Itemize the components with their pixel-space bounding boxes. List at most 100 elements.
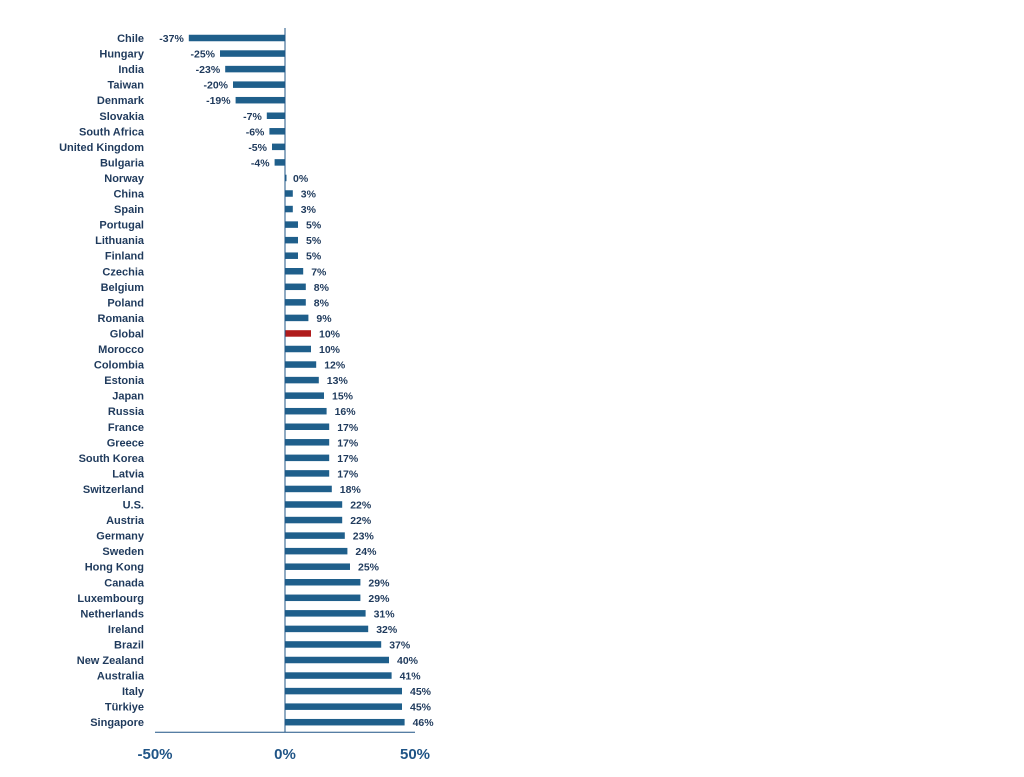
category-label-austria: Austria	[106, 515, 145, 527]
category-label-china: China	[113, 189, 144, 201]
x-tick-label: 0%	[274, 746, 296, 763]
value-label-poland: 8%	[314, 297, 330, 309]
value-label-estonia: 13%	[327, 375, 349, 387]
bar-u-s	[285, 501, 343, 508]
bar-china	[285, 190, 293, 197]
bar-hong-kong	[285, 563, 350, 570]
value-label-italy: 45%	[410, 686, 432, 698]
category-label-netherlands: Netherlands	[80, 608, 144, 620]
bar-hungary	[220, 50, 285, 57]
value-label-belgium: 8%	[314, 282, 330, 294]
value-label-australia: 41%	[400, 671, 422, 683]
value-label-canada: 29%	[368, 577, 390, 589]
bar-slovakia	[266, 112, 285, 119]
bar-latvia	[285, 470, 330, 477]
bar-spain	[285, 205, 293, 213]
value-label-russia: 16%	[335, 406, 357, 418]
category-label-greece: Greece	[107, 437, 144, 449]
value-label-czechia: 7%	[311, 266, 327, 278]
value-label-spain: 3%	[301, 204, 317, 216]
value-label-slovakia: -7%	[243, 111, 262, 123]
value-label-portugal: 5%	[306, 220, 322, 232]
category-label-romania: Romania	[98, 313, 145, 325]
category-label-portugal: Portugal	[99, 220, 144, 232]
bar-switzerland	[285, 485, 332, 493]
bar-portugal	[285, 221, 298, 228]
bar-france	[285, 423, 330, 430]
bar-south-africa	[269, 128, 285, 135]
category-label-south-korea: South Korea	[79, 453, 145, 465]
bar-austria	[285, 516, 343, 524]
bar-italy	[285, 687, 402, 695]
value-label-global: 10%	[319, 328, 341, 340]
bar-denmark	[235, 96, 285, 104]
category-label-japan: Japan	[112, 391, 144, 403]
category-label-australia: Australia	[97, 671, 145, 683]
value-label-chile: -37%	[159, 33, 184, 45]
category-label-india: India	[118, 64, 145, 76]
value-label-netherlands: 31%	[374, 608, 396, 620]
category-label-norway: Norway	[104, 173, 145, 185]
axes-group	[155, 28, 415, 733]
category-label-u-s: U.S.	[123, 500, 144, 512]
category-label-brazil: Brazil	[114, 639, 144, 651]
value-label-united-kingdom: -5%	[248, 142, 267, 154]
category-label-bulgaria: Bulgaria	[100, 157, 145, 169]
value-label-ireland: 32%	[376, 624, 398, 636]
category-label-france: France	[108, 422, 144, 434]
bar-japan	[285, 392, 324, 399]
value-label-china: 3%	[301, 189, 317, 201]
category-label-finland: Finland	[105, 251, 144, 263]
bar-brazil	[285, 641, 382, 648]
bar-greece	[285, 439, 330, 446]
bar-luxembourg	[285, 594, 361, 602]
category-label-lithuania: Lithuania	[95, 235, 145, 247]
value-label-hong-kong: 25%	[358, 562, 380, 574]
bar-south-korea	[285, 454, 330, 462]
value-label-taiwan: -20%	[203, 80, 228, 92]
bar-bulgaria	[274, 159, 285, 166]
bar-norway	[285, 174, 287, 182]
value-label-south-korea: 17%	[337, 453, 359, 465]
value-label-romania: 9%	[316, 313, 332, 325]
bar-germany	[285, 532, 345, 539]
category-label-taiwan: Taiwan	[108, 80, 145, 92]
value-label-u-s: 22%	[350, 500, 372, 512]
category-label-ireland: Ireland	[108, 624, 144, 636]
category-label-germany: Germany	[96, 531, 145, 543]
category-label-south-africa: South Africa	[79, 126, 145, 138]
value-label-morocco: 10%	[319, 344, 341, 356]
value-label-new-zealand: 40%	[397, 655, 419, 667]
bar-sweden	[285, 547, 348, 555]
x-tick-label: -50%	[137, 746, 172, 763]
bar-russia	[285, 407, 327, 415]
category-label-latvia: Latvia	[112, 468, 145, 480]
value-label-india: -23%	[196, 64, 221, 76]
bar-ireland	[285, 625, 369, 633]
value-label-japan: 15%	[332, 391, 354, 403]
value-label-lithuania: 5%	[306, 235, 322, 247]
bar-belgium	[285, 283, 306, 291]
category-label-belgium: Belgium	[101, 282, 145, 294]
category-label-hungary: Hungary	[99, 49, 145, 61]
category-label-colombia: Colombia	[94, 360, 145, 372]
value-label-greece: 17%	[337, 437, 359, 449]
bar-global	[285, 330, 311, 337]
bar-t-rkiye	[285, 703, 402, 710]
category-label-italy: Italy	[122, 686, 145, 698]
category-label-chile: Chile	[117, 33, 144, 45]
value-label-colombia: 12%	[324, 360, 346, 372]
category-label-united-kingdom: United Kingdom	[59, 142, 144, 154]
category-label-switzerland: Switzerland	[83, 484, 144, 496]
value-label-finland: 5%	[306, 251, 322, 263]
bar-lithuania	[285, 236, 298, 244]
value-label-switzerland: 18%	[340, 484, 362, 496]
value-label-sweden: 24%	[355, 546, 377, 558]
bars-group	[188, 34, 405, 726]
x-tick-label: 50%	[400, 746, 430, 763]
category-label-czechia: Czechia	[102, 266, 144, 278]
bar-czechia	[285, 268, 304, 275]
labels-group: Chile -37% Hungary -25% India -23% Taiwan -20% D…	[59, 33, 434, 763]
category-label-denmark: Denmark	[97, 95, 145, 107]
